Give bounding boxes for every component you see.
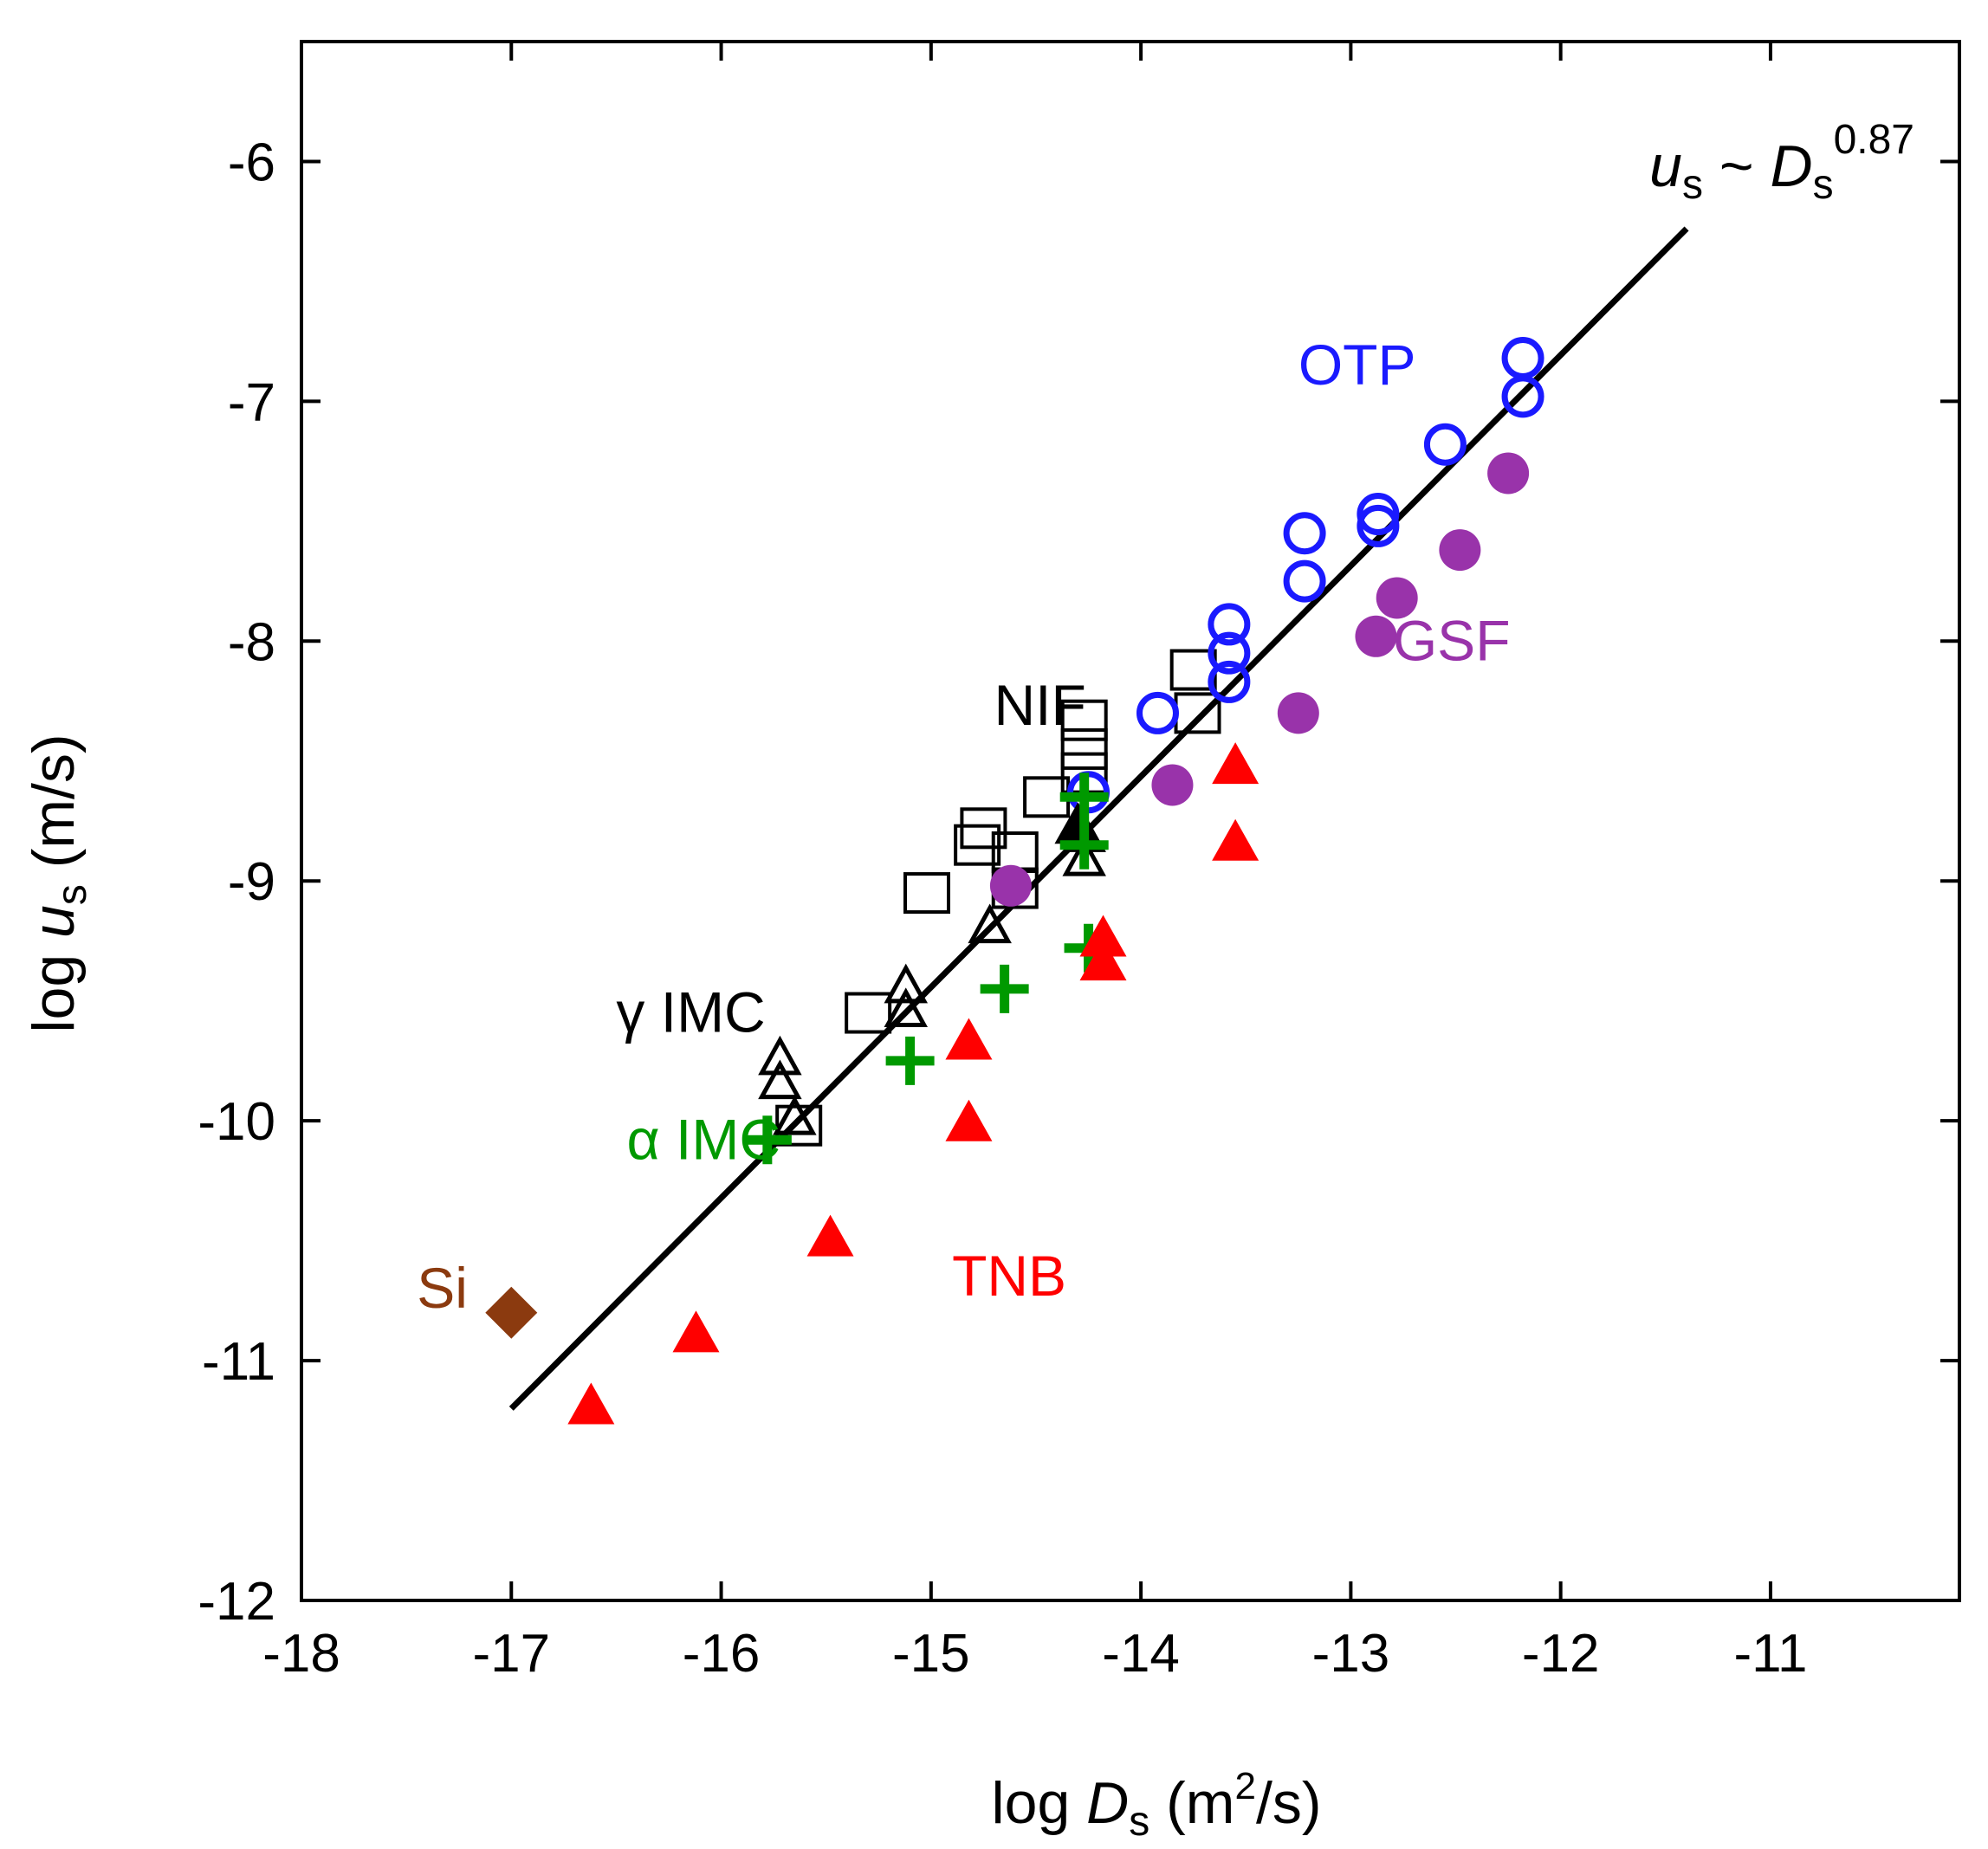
x-tick-label: -11 [1733, 1624, 1807, 1684]
gamma-imc-point [758, 1035, 802, 1076]
nif-point [903, 872, 950, 915]
tnb-label: TNB [952, 1244, 1066, 1308]
y-axis-title-prefix: log [21, 938, 87, 1033]
tnb-point [945, 1099, 993, 1141]
otp-point [1208, 603, 1251, 646]
fit-line [508, 226, 1689, 1411]
otp-point [1283, 512, 1326, 555]
gsf-point [1487, 452, 1530, 495]
x-tick-label: -17 [472, 1624, 550, 1684]
y-axis-title-var: u [21, 905, 87, 938]
x-tick-label: -16 [683, 1624, 761, 1684]
tnb-point [567, 1382, 615, 1425]
x-tick-label: -15 [892, 1624, 970, 1684]
tnb-point [1079, 915, 1127, 957]
x-tick-label: -13 [1312, 1624, 1390, 1684]
x-axis-title-sub: s [1129, 1799, 1149, 1845]
y-axis-title-unit: (m/s) [21, 734, 87, 884]
tnb-point [1079, 939, 1127, 981]
axes-layer: -18 -17 -16 -15 -14 -13 -12 -11 -12 -11 -10 -9 -8 -7 -… [198, 40, 1961, 1684]
alpha-imc-point [1059, 820, 1109, 870]
y-tick-label: -7 [228, 372, 275, 432]
alpha-imc-label: α IMC [627, 1107, 780, 1171]
otp-point [1357, 504, 1400, 547]
otp-point [1501, 375, 1544, 418]
y-tick-label: -6 [228, 133, 275, 192]
nif-point [960, 807, 1007, 850]
x-axis-title-sup: 2 [1234, 1765, 1255, 1807]
tnb-point [1212, 818, 1259, 861]
annot-exponent: 0.87 [1834, 117, 1914, 163]
gsf-point [1439, 529, 1481, 572]
otp-point [1423, 423, 1467, 466]
alpha-imc-point [742, 1115, 792, 1165]
nif-point [845, 992, 892, 1034]
gamma-imc-point [884, 963, 929, 1004]
data-points-layer [485, 337, 1544, 1425]
gsf-point [1277, 692, 1319, 734]
gamma-imc-point [1062, 836, 1106, 876]
gamma-imc-point [968, 903, 1012, 944]
otp-point [1136, 691, 1179, 734]
y-tick-label: -8 [228, 612, 275, 672]
x-tick-label: -12 [1522, 1624, 1600, 1684]
otp-label: OTP [1298, 333, 1416, 397]
otp-point [1283, 559, 1326, 603]
nif-point [954, 824, 1001, 866]
x-axis-title-var: D [1086, 1770, 1129, 1836]
nif-point [1060, 727, 1108, 770]
annot-sub1: s [1682, 162, 1703, 208]
gamma-imc-point [758, 1059, 802, 1100]
alpha-imc-point [1059, 773, 1109, 822]
alpha-imc-point [885, 1036, 935, 1085]
nif-point [1060, 699, 1108, 741]
otp-point [1208, 660, 1251, 703]
alpha-imc-point [980, 964, 1029, 1013]
y-tick-label: -12 [198, 1572, 275, 1632]
annot-var2: D [1770, 133, 1812, 199]
y-tick-label: -9 [228, 852, 275, 912]
si-point [485, 1286, 538, 1339]
x-tick-label: -14 [1102, 1624, 1180, 1684]
otp-point [1208, 631, 1251, 675]
y-axis-title: log us (m/s) [21, 734, 95, 1032]
gsf-point [1376, 577, 1418, 619]
otp-point [1357, 493, 1400, 536]
si-label: Si [417, 1256, 468, 1320]
y-tick-label: -11 [202, 1332, 275, 1392]
gsf-point [989, 864, 1032, 907]
annot-var1: u [1649, 133, 1682, 199]
y-tick-label: -10 [198, 1092, 275, 1152]
x-axis-title: log Ds (m2/s) [992, 1765, 1322, 1845]
nif-label: NIF [994, 673, 1086, 737]
tnb-point [945, 1018, 993, 1060]
fit-line-layer [508, 226, 1689, 1411]
series-labels-layer: OTP GSF NIF γ IMC α IMC TNB Si [417, 333, 1510, 1320]
gamma-imc-point [773, 1095, 817, 1135]
beta-like-filled-black-point [1054, 802, 1102, 844]
tnb-point [672, 1310, 720, 1353]
gsf-label: GSF [1393, 608, 1511, 672]
annot-sub2: s [1813, 162, 1834, 208]
tnb-point [806, 1214, 854, 1257]
y-axis-title-sub: s [49, 884, 95, 905]
x-axis-title-prefix: log [992, 1770, 1087, 1836]
power-law-annotation: us ~ Ds0.87 [1649, 117, 1914, 208]
x-axis-title-unit-close: /s) [1256, 1770, 1322, 1836]
x-tick-label: -18 [262, 1624, 340, 1684]
plot-frame [300, 40, 1961, 1602]
x-axis-title-unit-open: (m [1149, 1770, 1234, 1836]
annot-sep: ~ [1703, 133, 1771, 199]
gamma-imc-label: γ IMC [616, 980, 765, 1044]
tnb-point [1212, 742, 1259, 785]
gamma-imc-point [884, 987, 929, 1028]
gsf-point [1355, 615, 1397, 657]
gsf-point [1151, 764, 1194, 806]
